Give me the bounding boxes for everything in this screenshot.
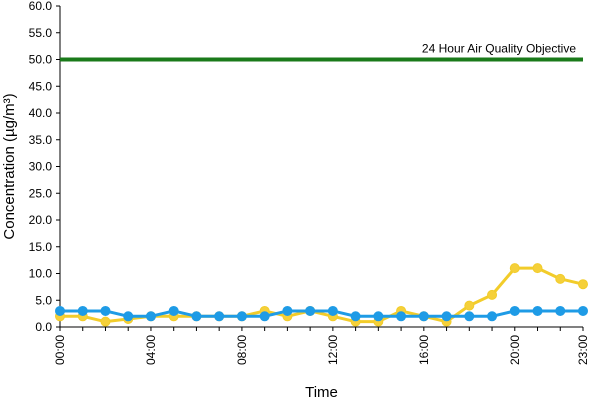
- data-point: [487, 289, 498, 300]
- y-tick-label: 10.0: [29, 267, 53, 281]
- data-point: [305, 305, 316, 316]
- data-point: [236, 311, 247, 322]
- data-point: [55, 305, 65, 316]
- y-tick-label: 35.0: [29, 133, 53, 147]
- data-point: [259, 311, 270, 322]
- x-axis-title: Time: [305, 384, 338, 400]
- y-axis-ticks: 0.0 5.0 10.0 15.0 20.0 25.0 30.0 35.0 40.0 45.0 50…: [29, 0, 60, 334]
- x-tick-label: 00:00: [53, 335, 67, 365]
- data-point: [441, 311, 452, 322]
- x-tick-label: 08:00: [235, 335, 249, 365]
- y-tick-label: 25.0: [29, 186, 53, 200]
- data-point: [578, 279, 588, 290]
- y-tick-label: 30.0: [29, 160, 53, 174]
- x-tick-label: 23:00: [576, 335, 590, 365]
- data-point: [214, 311, 225, 322]
- x-tick-label: 20:00: [508, 335, 522, 365]
- y-tick-label: 15.0: [29, 240, 53, 254]
- x-tick-label: 16:00: [417, 335, 431, 365]
- data-point: [350, 311, 361, 322]
- data-point: [578, 305, 588, 316]
- data-point: [100, 316, 111, 327]
- y-tick-label: 20.0: [29, 213, 53, 227]
- data-point: [418, 311, 429, 322]
- data-point: [509, 305, 520, 316]
- y-axis-title: Concentration (µg/m³): [1, 93, 18, 239]
- data-point: [509, 263, 520, 274]
- air-quality-objective-label: 24 Hour Air Quality Objective: [422, 42, 576, 56]
- data-point: [373, 311, 384, 322]
- y-tick-label: 45.0: [29, 79, 53, 93]
- data-point: [396, 311, 407, 322]
- data-point: [100, 305, 111, 316]
- x-tick-label: 04:00: [144, 335, 158, 365]
- data-point: [464, 300, 475, 311]
- y-tick-label: 40.0: [29, 106, 53, 120]
- y-tick-label: 5.0: [35, 293, 52, 307]
- series-1: [55, 305, 588, 322]
- x-axis-ticks: 00:00 04:00 08:00 12:00 16:00 20:00 23:00: [53, 327, 590, 365]
- data-point: [487, 311, 498, 322]
- data-point: [464, 311, 475, 322]
- data-point: [191, 311, 202, 322]
- y-tick-label: 50.0: [29, 53, 53, 67]
- data-point: [145, 311, 156, 322]
- data-point: [555, 305, 566, 316]
- data-point: [123, 311, 134, 322]
- data-point: [282, 305, 293, 316]
- data-point: [168, 305, 179, 316]
- data-point: [532, 305, 543, 316]
- y-tick-label: 0.0: [35, 320, 52, 334]
- data-point: [532, 263, 543, 274]
- data-point: [555, 273, 566, 284]
- x-tick-label: 12:00: [326, 335, 340, 365]
- data-point: [77, 305, 88, 316]
- y-tick-label: 60.0: [29, 0, 53, 13]
- data-point: [327, 305, 338, 316]
- series-layer: [55, 263, 588, 327]
- y-tick-label: 55.0: [29, 26, 53, 40]
